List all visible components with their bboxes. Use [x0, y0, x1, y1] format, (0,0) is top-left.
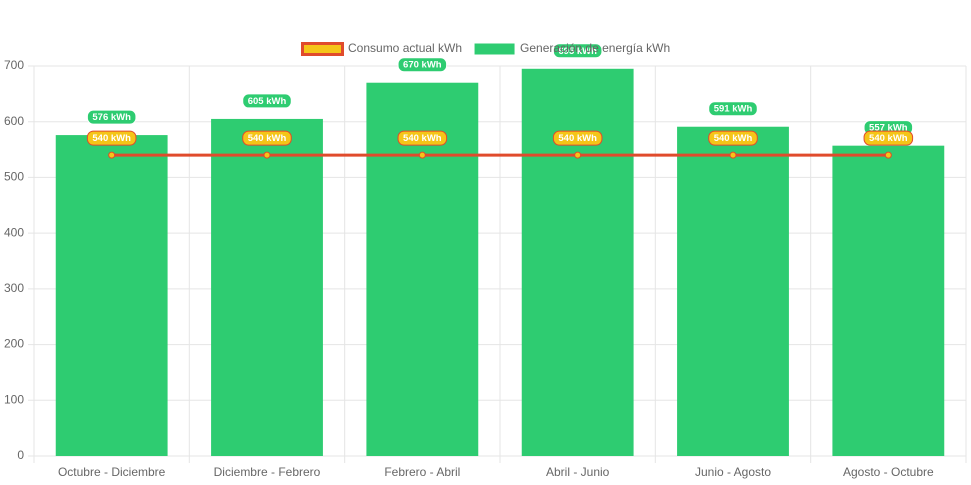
- data-label: 540 kWh: [403, 133, 442, 144]
- data-label: 540 kWh: [869, 133, 908, 144]
- data-label: 695 kWh: [558, 46, 597, 57]
- data-label-box: [552, 130, 603, 146]
- legend-swatch: [474, 43, 515, 55]
- data-label: 605 kWh: [248, 96, 287, 107]
- y-tick-label: 600: [4, 114, 24, 128]
- data-label: 540 kWh: [558, 133, 597, 144]
- y-tick-label: 200: [4, 337, 24, 351]
- bar: [677, 126, 789, 456]
- legend-item: Generación de energía kWh: [474, 41, 670, 55]
- data-label-box: [86, 130, 137, 146]
- y-tick-label: 500: [4, 170, 24, 184]
- data-label: 576 kWh: [92, 112, 131, 123]
- data-label: 540 kWh: [92, 133, 131, 144]
- line-point: [263, 151, 271, 159]
- x-tick-label: Febrero - Abril: [384, 465, 460, 479]
- line-point: [884, 151, 892, 159]
- legend-label: Consumo actual kWh: [348, 41, 462, 55]
- bar: [521, 68, 634, 457]
- data-label: 540 kWh: [248, 133, 287, 144]
- y-tick-label: 300: [4, 281, 24, 295]
- bar: [55, 135, 168, 457]
- line-point: [729, 151, 737, 159]
- data-label: 670 kWh: [403, 60, 442, 71]
- data-label-box: [242, 130, 292, 146]
- data-label-box: [397, 130, 448, 146]
- line-point: [418, 151, 426, 159]
- data-label-box: [552, 43, 603, 59]
- data-label-box: [86, 109, 137, 125]
- data-label: 540 kWh: [714, 133, 753, 144]
- x-tick-label: Octubre - Diciembre: [58, 465, 166, 479]
- line-point: [574, 151, 582, 159]
- x-tick-label: Diciembre - Febrero: [214, 465, 321, 479]
- x-tick-label: Agosto - Octubre: [843, 465, 934, 479]
- legend-label: Generación de energía kWh: [520, 41, 670, 55]
- y-tick-label: 400: [4, 225, 24, 239]
- data-label-box: [863, 130, 914, 146]
- data-label-box: [397, 57, 448, 73]
- y-tick-label: 700: [4, 58, 24, 72]
- line-point: [108, 151, 116, 159]
- legend-item: Consumo actual kWh: [301, 41, 462, 56]
- data-label: 591 kWh: [714, 104, 753, 115]
- data-label-box: [708, 130, 758, 146]
- data-label: 557 kWh: [869, 123, 908, 134]
- y-tick-label: 0: [17, 448, 24, 462]
- bar: [832, 145, 945, 456]
- data-label-box: [708, 101, 758, 117]
- data-label-box: [242, 93, 292, 109]
- bar: [211, 118, 323, 456]
- x-tick-label: Junio - Agosto: [695, 465, 771, 479]
- y-tick-label: 100: [4, 392, 24, 406]
- legend-swatch: [301, 42, 344, 56]
- x-tick-label: Abril - Junio: [546, 465, 610, 479]
